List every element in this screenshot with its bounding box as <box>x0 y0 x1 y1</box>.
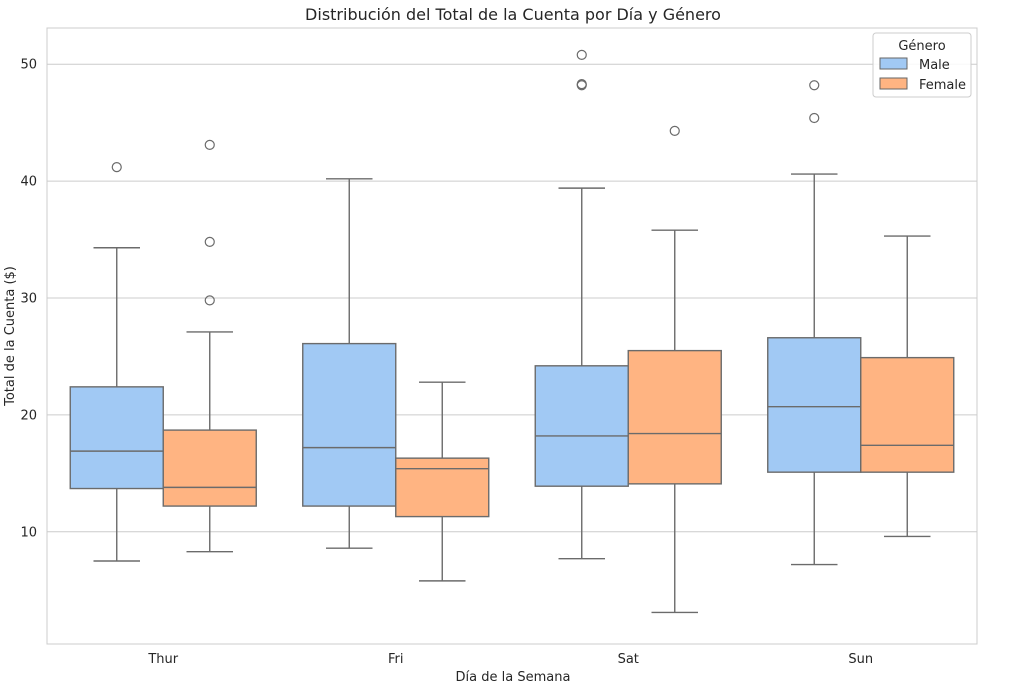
box-iqr <box>69 386 164 490</box>
y-tick-label: 30 <box>20 292 37 307</box>
legend-swatch-male <box>879 57 908 70</box>
y-tick-label: 20 <box>20 408 37 423</box>
boxes-layer <box>69 49 955 614</box>
y-tick-label: 50 <box>20 58 37 73</box>
outlier-point <box>669 125 680 136</box>
x-tick-label: Thur <box>147 652 178 667</box>
outlier-point <box>809 80 820 91</box>
outlier-point <box>111 161 122 173</box>
chart-title: Distribución del Total de la Cuenta por … <box>305 5 721 24</box>
box-female-fri <box>395 381 490 582</box>
box-iqr <box>162 429 257 507</box>
box-iqr <box>767 337 862 473</box>
x-tick-label: Sat <box>618 652 639 667</box>
outlier-point <box>576 79 587 90</box>
x-axis-ticks: Thur Fri Sat Sun <box>147 652 873 667</box>
box-iqr <box>302 342 397 507</box>
outlier-point <box>809 112 820 124</box>
box-iqr <box>534 365 629 487</box>
legend-label-male: Male <box>919 58 950 73</box>
outlier-point <box>204 295 215 306</box>
box-iqr <box>395 457 490 518</box>
plot-area <box>46 27 978 645</box>
legend-title: Género <box>898 39 945 54</box>
box-iqr <box>860 356 955 473</box>
legend-swatch-female <box>879 77 908 90</box>
legend-label-female: Female <box>919 78 966 93</box>
y-tick-label: 10 <box>20 525 37 540</box>
box-female-thur <box>162 139 257 553</box>
outlier-point <box>204 139 215 150</box>
x-tick-label: Fri <box>388 652 404 667</box>
y-axis-label: Total de la Cuenta ($) <box>3 266 18 407</box>
outlier-point <box>204 236 215 248</box>
x-axis-label: Día de la Semana <box>456 670 571 685</box>
box-male-fri <box>302 178 397 549</box>
outlier-point <box>576 49 587 60</box>
box-male-sun <box>767 80 862 566</box>
y-axis-ticks: 10 20 30 40 50 <box>20 58 37 541</box>
box-female-sun <box>860 235 955 538</box>
x-tick-label: Sun <box>848 652 873 667</box>
box-male-sat <box>534 49 629 560</box>
y-tick-label: 40 <box>20 175 37 190</box>
box-male-thur <box>69 161 164 562</box>
box-female-sat <box>627 125 722 614</box>
legend: Género Male Female <box>872 32 972 98</box>
box-iqr <box>627 349 722 485</box>
